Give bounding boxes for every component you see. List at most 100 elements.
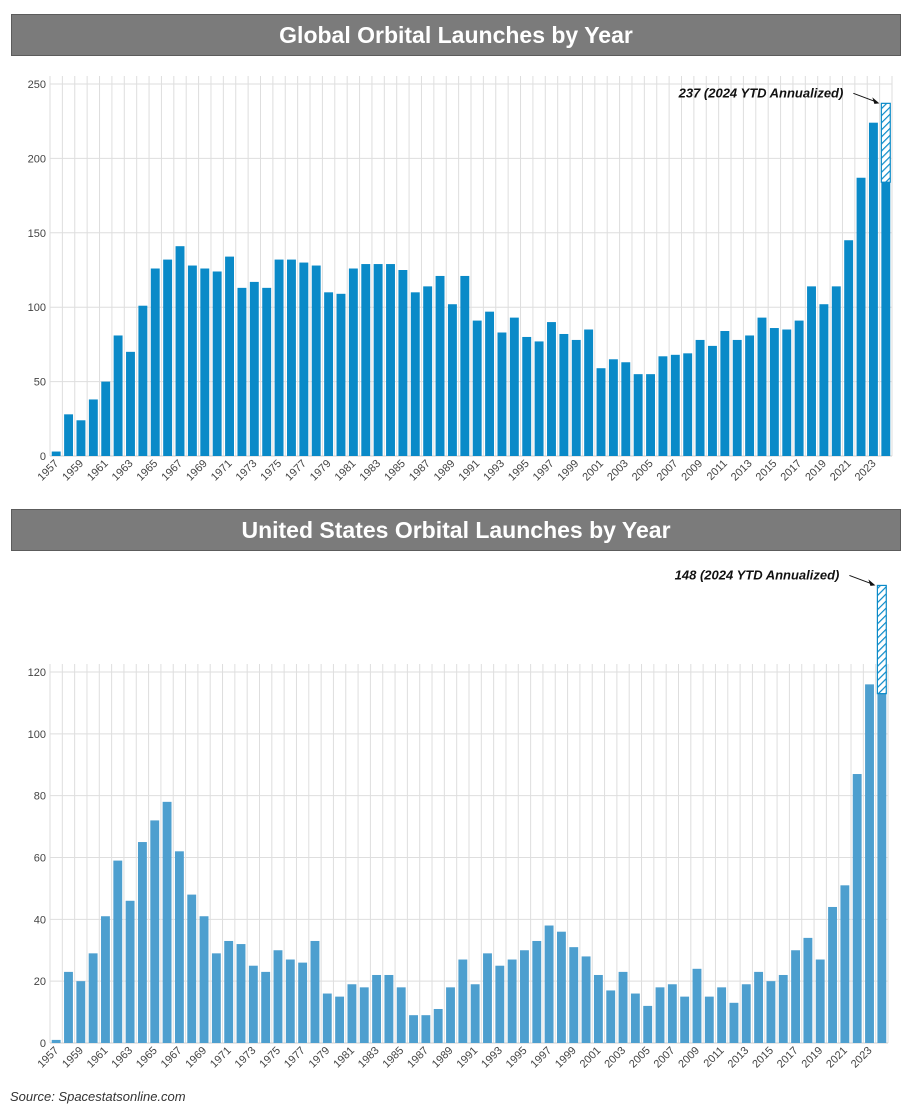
- x-tick-label: 1999: [556, 458, 582, 484]
- x-tick-label: 2021: [824, 1045, 850, 1071]
- x-tick-label: 1959: [60, 1045, 86, 1071]
- bar-2005: [643, 1005, 653, 1043]
- bar-1984: [384, 974, 394, 1043]
- bar-1995: [520, 950, 529, 1043]
- x-tick-label: 2017: [775, 1045, 801, 1071]
- bar-2015: [769, 328, 779, 456]
- bar-2019: [815, 959, 825, 1043]
- y-tick-label: 0: [40, 451, 46, 463]
- bar-1986: [409, 1015, 418, 1043]
- bar-2024: [881, 182, 891, 456]
- bar-2016: [778, 974, 788, 1043]
- bar-2017: [791, 950, 801, 1043]
- bar-2000: [584, 329, 594, 456]
- bar-1961: [101, 381, 111, 456]
- bar-2002: [608, 359, 618, 456]
- bar-2006: [655, 987, 665, 1043]
- bar-1986: [410, 292, 420, 456]
- bar-1985: [398, 270, 408, 456]
- bar-1987: [423, 286, 433, 456]
- bar-1997: [544, 925, 554, 1043]
- us-chart-title: United States Orbital Launches by Year: [11, 509, 901, 551]
- x-tick-label: 1997: [531, 458, 557, 484]
- bar-1975: [274, 259, 284, 456]
- bar-2001: [593, 974, 603, 1043]
- bar-2006: [658, 356, 668, 456]
- bar-1962: [113, 335, 123, 456]
- bar-1969: [199, 916, 209, 1043]
- bar-1960: [88, 953, 98, 1043]
- bar-1966: [163, 259, 173, 456]
- bar-1973: [248, 965, 258, 1043]
- bar-2011: [720, 331, 730, 456]
- x-tick-label: 1961: [85, 458, 111, 484]
- bar-1971: [224, 940, 234, 1043]
- bar-2022: [852, 774, 862, 1043]
- y-tick-label: 150: [28, 228, 46, 240]
- bar-1958: [64, 971, 73, 1043]
- bar-1998: [559, 333, 569, 456]
- x-tick-label: 1983: [356, 1045, 382, 1071]
- x-tick-label: 1965: [135, 458, 161, 484]
- bar-2012: [732, 339, 742, 456]
- bar-1969: [200, 268, 210, 456]
- x-tick-label: 2015: [754, 458, 780, 484]
- bar-1977: [299, 262, 309, 456]
- x-tick-label: 2001: [578, 1045, 604, 1071]
- bar-1991: [470, 984, 480, 1043]
- x-tick-label: 1971: [209, 458, 235, 484]
- x-tick-label: 1971: [208, 1045, 234, 1071]
- x-tick-label: 2001: [580, 458, 606, 484]
- y-tick-label: 50: [34, 377, 46, 389]
- global-launches-chart: 0 50 100 150 200 250 237 (2024 YTD Annualized)…: [28, 76, 893, 484]
- x-tick-label: 2007: [655, 458, 681, 484]
- bar-1993: [497, 332, 507, 456]
- bar-1993: [495, 965, 505, 1043]
- bar-1975: [273, 950, 283, 1043]
- bar-1984: [386, 264, 395, 456]
- global-chart-title: Global Orbital Launches by Year: [11, 14, 901, 56]
- bar-2018: [807, 286, 816, 456]
- bar-2019: [819, 304, 829, 456]
- x-tick-label: 2023: [849, 1045, 875, 1071]
- bar-1989: [447, 304, 457, 456]
- bar-1967: [175, 246, 185, 456]
- bar-1978: [311, 265, 321, 456]
- bar-2004: [633, 374, 643, 456]
- annotation-arrow: [853, 92, 878, 103]
- bar-2024-annualized-projection: [876, 584, 887, 695]
- x-tick-label: 2013: [726, 1045, 752, 1071]
- bar-2009: [692, 968, 702, 1043]
- x-tick-label: 1969: [184, 458, 210, 484]
- bar-2020: [831, 286, 841, 456]
- bar-1994: [507, 959, 517, 1043]
- x-tick-label: 1979: [308, 458, 334, 484]
- bar-2022: [856, 177, 866, 456]
- bar-2002: [606, 990, 616, 1043]
- bar-2018: [803, 937, 813, 1043]
- x-tick-label: 1991: [457, 458, 483, 484]
- bar-1977: [298, 962, 308, 1043]
- bar-1983: [372, 974, 382, 1043]
- bar-2011: [717, 987, 727, 1043]
- bar-2003: [618, 971, 628, 1043]
- bar-2003: [621, 362, 631, 456]
- bar-1980: [336, 293, 346, 456]
- bar-1990: [458, 959, 468, 1043]
- bar-1976: [285, 959, 295, 1043]
- bar-1963: [125, 900, 135, 1043]
- bar-2004: [630, 993, 640, 1043]
- bar-1966: [162, 801, 172, 1043]
- bar-1978: [310, 940, 320, 1043]
- x-tick-label: 1961: [85, 1045, 111, 1071]
- x-tick-label: 1995: [506, 458, 532, 484]
- x-tick-label: 2019: [803, 458, 829, 484]
- x-tick-label: 2011: [705, 458, 730, 483]
- bar-2016: [782, 329, 792, 456]
- y-tick-label: 200: [28, 153, 46, 165]
- x-tick-label: 2005: [627, 1045, 653, 1071]
- bar-1983: [373, 264, 383, 456]
- bar-1992: [485, 311, 495, 456]
- x-tick-label: 2009: [679, 458, 705, 484]
- x-tick-label: 1967: [159, 1045, 185, 1071]
